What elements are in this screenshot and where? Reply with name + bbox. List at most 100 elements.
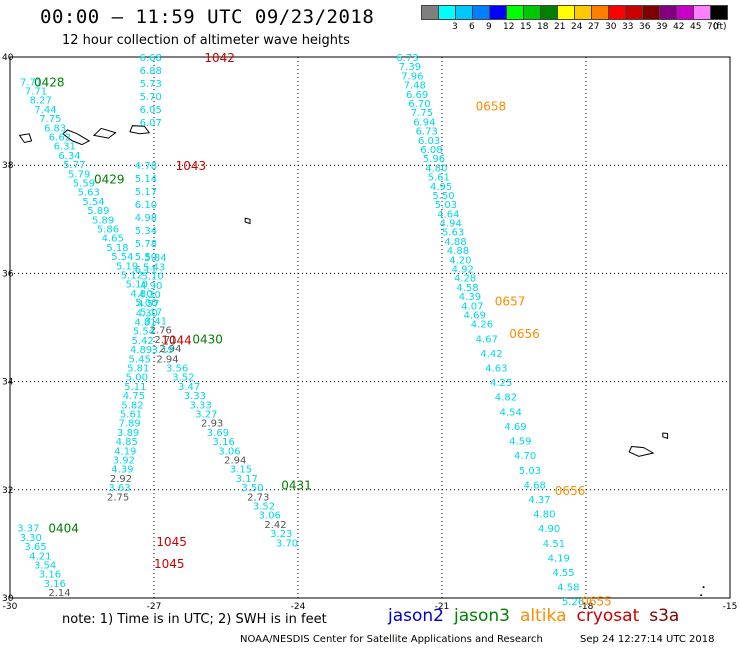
swh-value: 5.73 — [140, 79, 162, 90]
swh-value: 5.54 — [82, 197, 104, 208]
swh-value: 5.78 — [135, 239, 157, 250]
swh-value: 3.16 — [213, 437, 235, 448]
swh-value: 4.58 — [456, 283, 478, 294]
swh-value: 6.03 — [418, 136, 440, 147]
swh-value: 5.89 — [87, 206, 109, 217]
legend-swatch — [710, 5, 728, 20]
legend-tick-label: 12 — [503, 22, 515, 32]
swh-value: 5.19 — [116, 261, 138, 272]
swh-value: 4.69 — [464, 311, 486, 322]
swh-value: 5.63 — [442, 228, 464, 239]
swh-value: 3.06 — [259, 511, 281, 522]
swh-value: 7.39 — [399, 62, 421, 73]
swh-value: 2.94 — [224, 456, 246, 467]
swh-value: 3.47 — [178, 382, 200, 393]
swh-value: 2.76 — [150, 326, 172, 337]
swh-value: 5.00 — [135, 298, 157, 309]
swh-value: 5.86 — [97, 224, 119, 235]
swh-value: 5.12 — [121, 270, 143, 281]
swh-value: 3.54 — [34, 560, 56, 571]
legend-tick-label: 9 — [486, 22, 492, 32]
swh-value: 4.80 — [130, 289, 152, 300]
swh-value: 3.27 — [195, 410, 217, 421]
swh-value: 5.96 — [423, 154, 445, 165]
pass-time-label: 0428 — [34, 75, 65, 89]
swh-value: 8.27 — [30, 96, 52, 107]
swh-value: 5.17 — [140, 307, 162, 318]
swh-value: 4.85 — [116, 437, 138, 448]
legend-tick-label: 42 — [673, 22, 685, 32]
swh-value: 5.79 — [68, 169, 90, 180]
swh-value: 4.92 — [452, 265, 474, 276]
lon-label: -30 — [3, 602, 18, 612]
swh-value: 7.44 — [34, 105, 56, 116]
swh-value: 4.90 — [140, 281, 162, 292]
swh-value: 2.93 — [201, 419, 223, 430]
swh-value: 5.34 — [135, 226, 157, 237]
swh-value: 7.75 — [39, 114, 61, 125]
credit-line: NOAA/NESDIS Center for Satellite Applica… — [240, 634, 543, 645]
swh-value: 4.58 — [557, 583, 579, 594]
swh-value: 5.61 — [120, 410, 142, 421]
swh-value: 4.21 — [29, 551, 51, 562]
swh-value: 5.03 — [435, 200, 457, 211]
island-flores — [18, 133, 33, 144]
lon-label: -18 — [579, 602, 594, 612]
sat-jason3-label: jason3 — [454, 606, 510, 626]
legend-tick-label: 6 — [469, 22, 475, 32]
island-dot — [700, 594, 703, 597]
swh-value: 4.75 — [123, 391, 145, 402]
island-porto-santo — [662, 432, 669, 440]
pass-time-label: 0404 — [48, 522, 79, 536]
legend-tick-label: 15 — [520, 22, 532, 32]
legend-tick-label: 33 — [622, 22, 634, 32]
swh-value: 4.70 — [514, 451, 536, 462]
swh-value: 4.59 — [509, 437, 531, 448]
swh-value: 6.05 — [140, 105, 162, 116]
swh-value: 2.92 — [110, 474, 132, 485]
swh-value: 6.88 — [140, 66, 162, 77]
swh-value: 3.52 — [253, 501, 275, 512]
swh-value: 4.88 — [447, 246, 469, 257]
swh-value: 4.95 — [430, 182, 452, 193]
swh-value: 7.71 — [25, 87, 47, 98]
swh-value: 5.63 — [78, 188, 100, 199]
swh-value: 3.50 — [241, 483, 263, 494]
swh-value: 4.64 — [437, 209, 459, 220]
swh-value: 5.11 — [124, 382, 146, 393]
lat-label: 40 — [2, 53, 14, 63]
swh-value: 4.39 — [111, 465, 133, 476]
swh-value: 2.71 — [154, 335, 176, 346]
swh-value: 3.65 — [24, 542, 46, 553]
lat-label: 34 — [2, 378, 14, 388]
swh-value: 5.10 — [142, 272, 164, 283]
swh-value: 4.57 — [137, 299, 159, 310]
swh-value: 5.45 — [129, 354, 151, 365]
legend-tick-label: 27 — [588, 22, 600, 32]
swh-value: 5.17 — [135, 187, 157, 198]
legend-tick-label: 21 — [554, 22, 566, 32]
swh-value: 4.19 — [114, 446, 136, 457]
legend-tick-label: 36 — [639, 22, 651, 32]
swh-value: 4.20 — [449, 255, 471, 266]
legend-tick-label: 30 — [605, 22, 617, 32]
pass-time-label: 1045 — [154, 557, 185, 571]
legend-tick-label: 24 — [571, 22, 583, 32]
swh-value: 6.07 — [140, 118, 162, 129]
generated-timestamp: Sep 24 12:27:14 UTC 2018 — [580, 634, 715, 645]
sat-altika-label: altika — [520, 606, 567, 626]
swh-value: 5.54 — [133, 327, 155, 338]
lat-label: 32 — [2, 486, 13, 496]
lon-label: -21 — [435, 602, 450, 612]
pass-time-label: 1042 — [204, 51, 235, 65]
swh-value: 4.28 — [454, 274, 476, 285]
swh-value: 4.82 — [495, 393, 517, 404]
swh-value: 5.59 — [73, 179, 95, 190]
swh-value: 4.69 — [504, 422, 526, 433]
swh-value: 4.67 — [476, 334, 498, 345]
pass-time-label: 0429 — [94, 173, 125, 187]
swh-value: 6.10 — [135, 200, 157, 211]
swh-value: 2.14 — [48, 588, 70, 599]
swh-value: 5.54 — [111, 252, 133, 263]
swh-value: 5.50 — [135, 252, 157, 263]
